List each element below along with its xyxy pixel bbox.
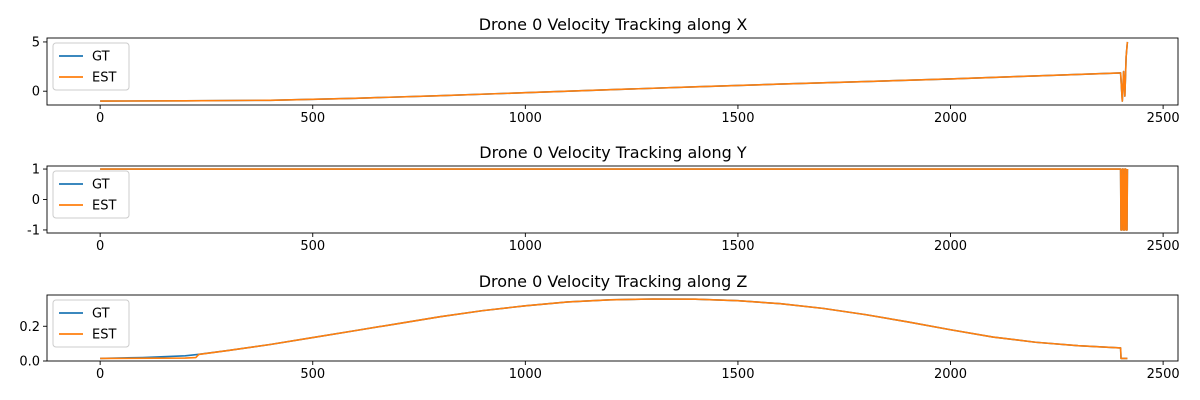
x-tick-label: 500 <box>300 239 325 254</box>
subplot-y-title: Drone 0 Velocity Tracking along Y <box>479 143 747 162</box>
y-tick-label: 0.0 <box>19 355 40 370</box>
x-tick-label: 1500 <box>721 367 754 382</box>
x-tick-label: 1000 <box>509 111 542 126</box>
subplot-x: Drone 0 Velocity Tracking along X 0 500 10… <box>32 15 1180 126</box>
subplot-z: Drone 0 Velocity Tracking along Z 0 500 10… <box>19 272 1179 382</box>
series-line-est <box>100 298 1128 360</box>
x-tick-label: 500 <box>300 367 325 382</box>
x-tick-label: 2500 <box>1147 111 1180 126</box>
axes-frame <box>46 165 1179 234</box>
legend-box <box>52 299 130 348</box>
legend-box <box>52 42 130 91</box>
legend: GT EST <box>52 42 130 91</box>
x-tick-label: 0 <box>96 239 104 254</box>
x-tick-label: 2500 <box>1147 239 1180 254</box>
subplot-x-title: Drone 0 Velocity Tracking along X <box>479 15 748 34</box>
y-tick-label: 0 <box>32 193 40 208</box>
series-line-est <box>100 168 1129 231</box>
legend-label-gt: GT <box>92 178 110 193</box>
series-line-gt <box>100 168 1129 231</box>
y-tick-label: 5 <box>32 35 40 50</box>
axes-frame <box>46 37 1179 106</box>
y-tick-label: 0.2 <box>19 320 40 335</box>
legend-label-est: EST <box>92 199 116 214</box>
x-tick-label: 1000 <box>509 367 542 382</box>
legend-box <box>52 170 130 219</box>
y-tick-label: 0 <box>32 85 40 100</box>
y-tick-label: 1 <box>32 163 40 178</box>
series-line-gt <box>100 41 1129 102</box>
x-tick-label: 1500 <box>721 239 754 254</box>
legend: GT EST <box>52 299 130 348</box>
y-tick-label: -1 <box>27 223 40 238</box>
legend-label-est: EST <box>92 328 116 343</box>
x-tick-label: 0 <box>96 367 104 382</box>
x-tick-label: 2000 <box>934 111 967 126</box>
legend-label-est: EST <box>92 71 116 86</box>
subplot-y: Drone 0 Velocity Tracking along Y 0 500 10… <box>27 143 1180 254</box>
series-line-gt <box>100 298 1128 360</box>
axes-frame <box>46 294 1179 362</box>
series-line-est <box>100 41 1129 102</box>
legend-label-gt: GT <box>92 307 110 322</box>
legend: GT EST <box>52 170 130 219</box>
x-tick-label: 1500 <box>721 111 754 126</box>
x-tick-label: 2000 <box>934 367 967 382</box>
x-tick-label: 1000 <box>509 239 542 254</box>
subplot-z-title: Drone 0 Velocity Tracking along Z <box>479 272 748 291</box>
legend-label-gt: GT <box>92 50 110 65</box>
x-tick-label: 2000 <box>934 239 967 254</box>
x-tick-label: 0 <box>96 111 104 126</box>
x-tick-label: 500 <box>300 111 325 126</box>
x-tick-label: 2500 <box>1147 367 1180 382</box>
